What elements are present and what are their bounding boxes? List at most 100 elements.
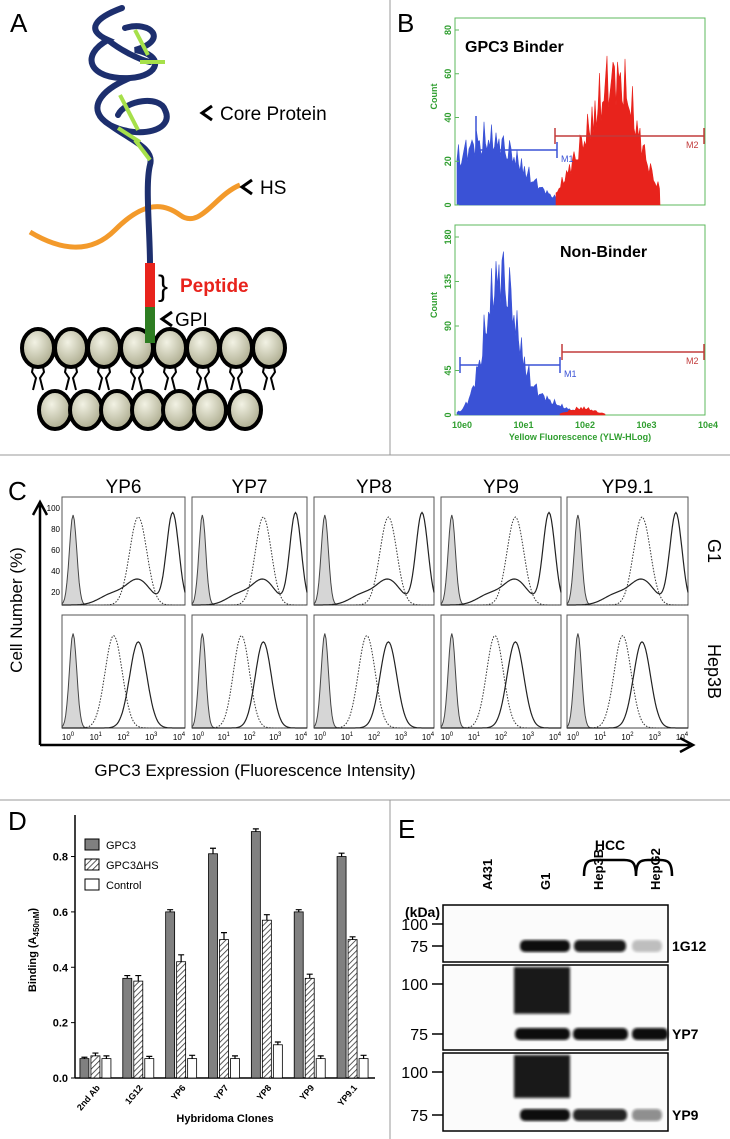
- row-label: G1: [704, 539, 724, 563]
- x-tick-label: 101: [218, 732, 231, 742]
- tick-base: 10: [549, 733, 558, 742]
- membrane: [20, 327, 287, 431]
- band: [520, 1109, 570, 1121]
- column-title: YP9.1: [602, 477, 654, 498]
- marker-label: 75: [410, 1108, 428, 1125]
- lipid-head: [37, 389, 73, 431]
- y-tick-label: 80: [443, 25, 453, 35]
- y-tick-label: 20: [51, 588, 60, 597]
- bar: [176, 961, 187, 1079]
- x-tick-label: 10e3: [636, 420, 656, 430]
- marker-label: 75: [410, 1027, 428, 1044]
- dotted-histogram: [441, 516, 561, 606]
- y-tick-label: 0: [443, 412, 453, 417]
- solid-histogram: [62, 641, 185, 729]
- plot-frame: [566, 614, 689, 729]
- panel-letter: E: [398, 814, 415, 844]
- tick-base: 10: [62, 733, 71, 742]
- tick-exponent: 3: [404, 732, 408, 738]
- error-bar: [306, 973, 313, 979]
- error-bar: [252, 828, 259, 832]
- bar: [358, 1058, 369, 1079]
- bar: [187, 1058, 198, 1079]
- tick-exponent: 1: [477, 732, 481, 738]
- error-bar: [178, 954, 185, 962]
- bar: [336, 856, 347, 1079]
- lipid-head: [68, 389, 104, 431]
- bar: [261, 919, 272, 1079]
- histogram: [456, 121, 557, 206]
- lipid-head: [161, 389, 197, 431]
- x-tick-label: 103: [145, 732, 158, 742]
- lipid-head: [152, 327, 188, 369]
- tick-exponent: 0: [71, 732, 75, 738]
- dotted-histogram: [192, 516, 307, 606]
- error-bar: [295, 909, 302, 912]
- marker-label: 100: [401, 1065, 428, 1082]
- tick-base: 10: [676, 733, 685, 742]
- histogram: [456, 251, 591, 416]
- x-tick-label: 10e0: [452, 420, 472, 430]
- y-tick-label: 0.6: [53, 907, 68, 919]
- solid-histogram: [567, 511, 689, 606]
- y-axis-label: Binding (A450nM): [27, 908, 41, 993]
- band: [573, 1028, 628, 1040]
- error-bar: [146, 1055, 153, 1059]
- y-tick-label: 0.2: [53, 1018, 68, 1030]
- marker-label: 100: [401, 977, 428, 994]
- error-bar: [360, 1054, 367, 1059]
- tick-base: 10: [145, 733, 154, 742]
- dotted-histogram: [62, 634, 185, 729]
- isotype-histogram: [440, 514, 561, 606]
- tick-base: 10: [649, 733, 658, 742]
- legend-label: GPC3ΔHS: [106, 860, 159, 872]
- isotype-histogram: [191, 514, 307, 606]
- bar: [133, 980, 144, 1079]
- y-tick-label: 0.8: [53, 852, 68, 864]
- tick-base: 10: [243, 733, 252, 742]
- x-tick-label: 101: [341, 732, 354, 742]
- blot: [442, 904, 669, 963]
- x-tick-label: 104: [676, 732, 689, 742]
- x-tick-label: 104: [295, 732, 308, 742]
- tick-base: 10: [395, 733, 404, 742]
- solid-histogram: [62, 511, 186, 606]
- bar: [304, 977, 315, 1079]
- panel-e: E (kDa) HCC A431 G1 Hep3B HepG2 100 75 1G12 100…: [398, 814, 706, 1132]
- error-bar: [189, 1054, 196, 1059]
- x-tick-label: 100: [567, 732, 580, 742]
- error-bar: [349, 936, 356, 940]
- panel-a: A Core Protein HS } Peptide GPI: [10, 5, 327, 431]
- axes-arrows: [31, 499, 696, 754]
- bar: [293, 911, 304, 1079]
- tick-base: 10: [117, 733, 126, 742]
- antibody-label: YP7: [672, 1026, 699, 1042]
- bar: [122, 977, 133, 1079]
- lipid-head: [86, 327, 122, 369]
- error-bar: [338, 852, 345, 857]
- y-axis-label: Count: [429, 84, 439, 110]
- peptide: [145, 263, 155, 307]
- band: [520, 940, 570, 952]
- x-tick-label: YP8: [255, 1083, 274, 1102]
- plot-title: GPC3 Binder: [465, 39, 564, 56]
- panel-letter: B: [397, 8, 414, 38]
- antibody-label: 1G12: [672, 938, 706, 954]
- tick-base: 10: [192, 733, 201, 742]
- bar: [347, 939, 358, 1079]
- lipid-head: [192, 389, 228, 431]
- solid-histogram: [192, 511, 308, 606]
- tick-base: 10: [441, 733, 450, 742]
- bar: [79, 1058, 90, 1079]
- x-tick-label: YP9.1: [336, 1083, 359, 1108]
- bar: [272, 1044, 283, 1079]
- tick-base: 10: [522, 733, 531, 742]
- tick-exponent: 0: [450, 732, 454, 738]
- tick-base: 10: [468, 733, 477, 742]
- dotted-histogram: [314, 516, 434, 606]
- isotype-histogram: [313, 633, 434, 729]
- tick-base: 10: [218, 733, 227, 742]
- legend-swatch: [84, 858, 100, 871]
- error-bar: [81, 1056, 88, 1059]
